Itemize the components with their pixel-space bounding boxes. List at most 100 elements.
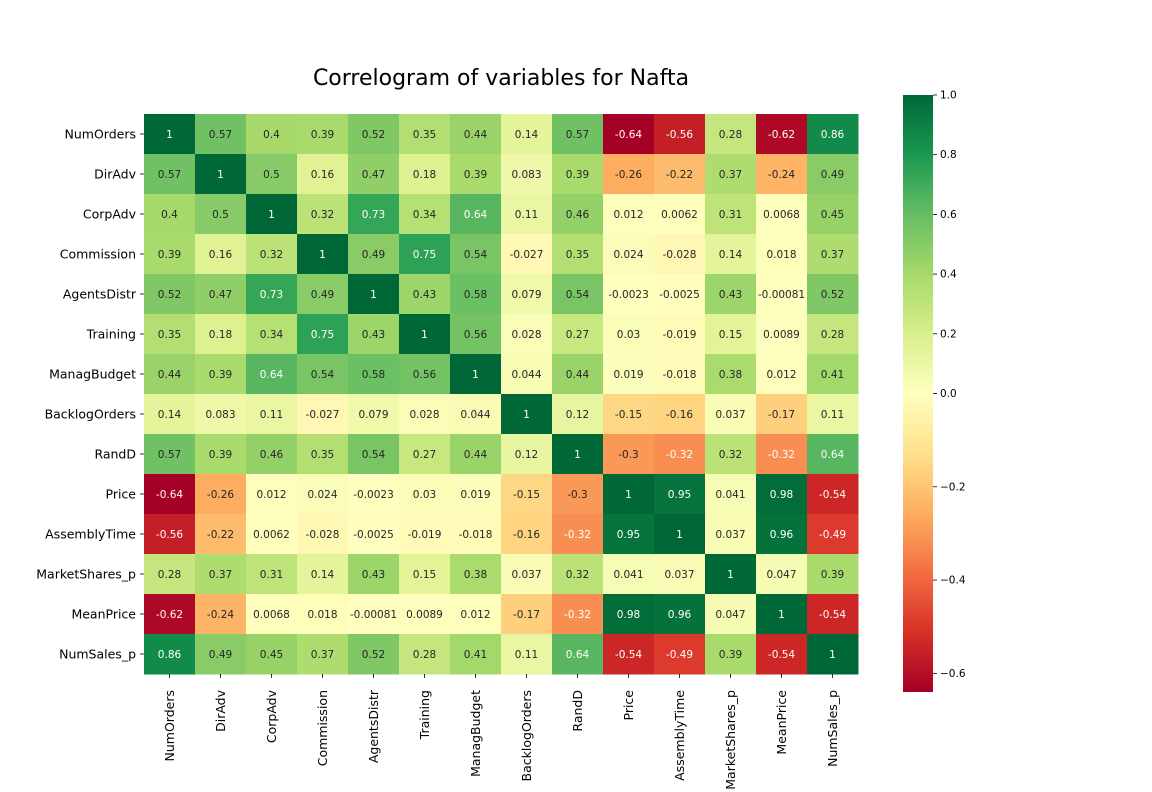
- heatmap-cell: [246, 154, 298, 195]
- cell-value-label: 0.14: [311, 569, 335, 581]
- cell-value-label: 0.46: [260, 449, 284, 461]
- heatmap-cell: [654, 354, 706, 395]
- cell-value-label: 0.15: [413, 569, 436, 581]
- heatmap-cell: [246, 114, 298, 155]
- heatmap-cell: [399, 114, 451, 155]
- heatmap-cell: [807, 274, 859, 315]
- cell-value-label: -0.54: [615, 649, 642, 661]
- y-tick-label: DirAdv: [94, 167, 137, 182]
- heatmap-cell: [603, 354, 655, 395]
- heatmap-cell: [450, 514, 502, 555]
- cell-value-label: 0.75: [413, 249, 436, 261]
- heatmap-cell: [654, 434, 706, 475]
- heatmap-cell: [348, 354, 400, 395]
- heatmap-cell: [501, 474, 553, 515]
- cell-value-label: 0.98: [617, 609, 640, 621]
- y-tick-label: BacklogOrders: [45, 407, 136, 422]
- heatmap-cell: [552, 274, 604, 315]
- heatmap-cell: [654, 114, 706, 155]
- cell-value-label: -0.019: [408, 529, 442, 541]
- heatmap-cell: [705, 314, 757, 355]
- colorbar-gradient: [903, 95, 933, 692]
- cell-value-label: 1: [625, 489, 632, 501]
- heatmap-cell: [450, 234, 502, 275]
- heatmap-cell: [297, 394, 349, 435]
- heatmap-cell: [501, 274, 553, 315]
- cell-value-label: 0.4: [161, 209, 178, 221]
- heatmap-cell: [144, 514, 196, 555]
- heatmap-cell: [195, 474, 247, 515]
- heatmap-cell: [501, 114, 553, 155]
- cell-value-label: -0.24: [207, 609, 234, 621]
- cell-value-label: -0.00081: [350, 609, 397, 621]
- cell-value-label: -0.32: [666, 449, 693, 461]
- heatmap-cell: [144, 114, 196, 155]
- heatmap-cell: [399, 594, 451, 635]
- heatmap-cell: [195, 154, 247, 195]
- x-tick-label: ManagBudget: [468, 690, 483, 777]
- heatmap-cell: [450, 114, 502, 155]
- cell-value-label: -0.32: [564, 609, 591, 621]
- cell-value-label: 0.31: [260, 569, 283, 581]
- heatmap-cell: [195, 634, 247, 675]
- heatmap-cell: [399, 394, 451, 435]
- heatmap-cell: [603, 554, 655, 595]
- x-tick-label: DirAdv: [213, 689, 228, 732]
- heatmap-cell: [348, 394, 400, 435]
- heatmap-cell: [348, 194, 400, 235]
- cell-value-label: -0.028: [306, 529, 340, 541]
- cell-value-label: 0.03: [617, 329, 640, 341]
- cell-value-label: -0.56: [156, 529, 183, 541]
- heatmap-cell: [399, 234, 451, 275]
- heatmap-cell: [399, 634, 451, 675]
- cell-value-label: 0.96: [668, 609, 692, 621]
- heatmap-cell: [144, 154, 196, 195]
- cell-value-label: -0.54: [768, 649, 795, 661]
- heatmap-cell: [348, 434, 400, 475]
- colorbar-tick-label: −0.6: [940, 668, 966, 680]
- cell-value-label: -0.22: [207, 529, 234, 541]
- cell-value-label: 0.0089: [406, 609, 443, 621]
- cell-value-label: -0.15: [615, 409, 642, 421]
- y-tick-label: Training: [86, 327, 136, 342]
- heatmap-cell: [297, 474, 349, 515]
- x-tick-label: AssemblyTime: [672, 690, 687, 781]
- heatmap-cell: [246, 594, 298, 635]
- cell-value-label: 0.28: [413, 649, 436, 661]
- cell-value-label: 0.35: [158, 329, 181, 341]
- cell-value-label: 0.012: [766, 369, 796, 381]
- cell-value-label: 0.11: [515, 649, 538, 661]
- heatmap-cell: [399, 554, 451, 595]
- colorbar-tick-label: −0.4: [940, 575, 966, 587]
- cell-value-label: 0.45: [821, 209, 844, 221]
- heatmap-cell: [603, 514, 655, 555]
- heatmap-cell: [654, 634, 706, 675]
- heatmap-cell: [144, 394, 196, 435]
- heatmap-cell: [552, 474, 604, 515]
- cell-value-label: 0.041: [715, 489, 745, 501]
- cell-value-label: -0.16: [513, 529, 540, 541]
- cell-value-label: 0.64: [566, 649, 590, 661]
- heatmap-cell: [348, 594, 400, 635]
- heatmap-cell: [807, 434, 859, 475]
- heatmap-cell: [297, 194, 349, 235]
- heatmap-cell: [348, 314, 400, 355]
- heatmap-cell: [756, 194, 808, 235]
- heatmap-cell: [348, 514, 400, 555]
- cell-value-label: 0.52: [362, 649, 385, 661]
- heatmap-cell: [603, 594, 655, 635]
- heatmap-cell: [297, 434, 349, 475]
- x-tick-labels: NumOrders DirAdv CorpAdv Commission AgentsDi…: [162, 674, 840, 790]
- cell-value-label: -0.0025: [353, 529, 394, 541]
- cell-value-label: -0.019: [663, 329, 697, 341]
- cell-value-label: 0.39: [209, 369, 232, 381]
- heatmap-cell: [144, 234, 196, 275]
- heatmap-cell: [552, 514, 604, 555]
- cell-value-label: 0.39: [209, 449, 232, 461]
- heatmap-cell: [756, 514, 808, 555]
- cell-value-label: 0.35: [311, 449, 334, 461]
- heatmap-cell: [246, 354, 298, 395]
- cell-value-label: 0.31: [719, 209, 742, 221]
- cell-value-label: 0.43: [413, 289, 436, 301]
- cell-value-label: 0.32: [566, 569, 589, 581]
